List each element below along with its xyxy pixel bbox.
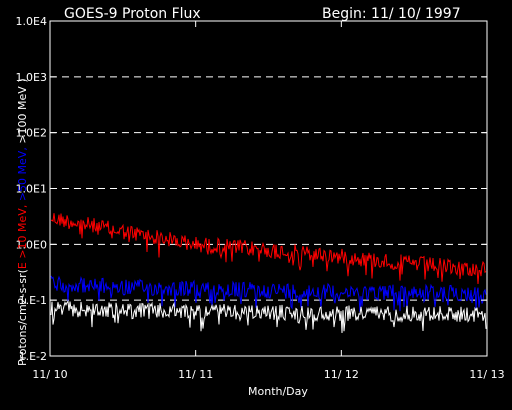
series-line bbox=[50, 275, 487, 312]
begin-date-label: Begin: 11/ 10/ 1997 bbox=[322, 6, 461, 22]
x-axis: 11/ 10 11/ 11 11/ 12 11/ 13 bbox=[32, 21, 505, 381]
y-axis-label-part: >50 MeV, bbox=[16, 144, 29, 202]
y-tick-label: 1.0E3 bbox=[16, 71, 47, 84]
x-tick-label: 11/ 11 bbox=[178, 368, 213, 381]
grid-lines bbox=[50, 76, 487, 301]
y-tick-label: 1.0E4 bbox=[16, 15, 47, 28]
y-axis-label-part: E >10 MeV, bbox=[16, 201, 29, 269]
x-tick-label: 11/ 10 bbox=[32, 368, 67, 381]
y-axis-label: Protons/cm2-s-sr(E >10 MeV, >50 MeV, >10… bbox=[16, 78, 29, 366]
series-line bbox=[50, 213, 487, 285]
y-axis-label-part: >100 MeV ) bbox=[16, 78, 29, 143]
x-tick-label: 11/ 13 bbox=[469, 368, 504, 381]
y-tick-label: 1.E-2 bbox=[19, 350, 47, 363]
y-tick-label: 1.0E0 bbox=[16, 238, 47, 251]
series-line bbox=[50, 300, 487, 334]
x-tick-label: 11/ 12 bbox=[324, 368, 359, 381]
y-tick-label: 1.0E1 bbox=[16, 183, 47, 196]
chart-title: GOES-9 Proton Flux bbox=[64, 6, 201, 22]
y-tick-label: 1.0E2 bbox=[16, 127, 47, 140]
series-group bbox=[50, 213, 487, 334]
y-tick-label: 1.E-1 bbox=[19, 294, 47, 307]
y-axis: 1.E-2 1.E-1 1.0E0 1.0E1 1.0E2 1.0E3 1.0E4 bbox=[16, 15, 487, 363]
x-axis-label: Month/Day bbox=[248, 385, 308, 398]
y-axis-label-part: Protons/cm2-s-sr( bbox=[16, 269, 29, 366]
